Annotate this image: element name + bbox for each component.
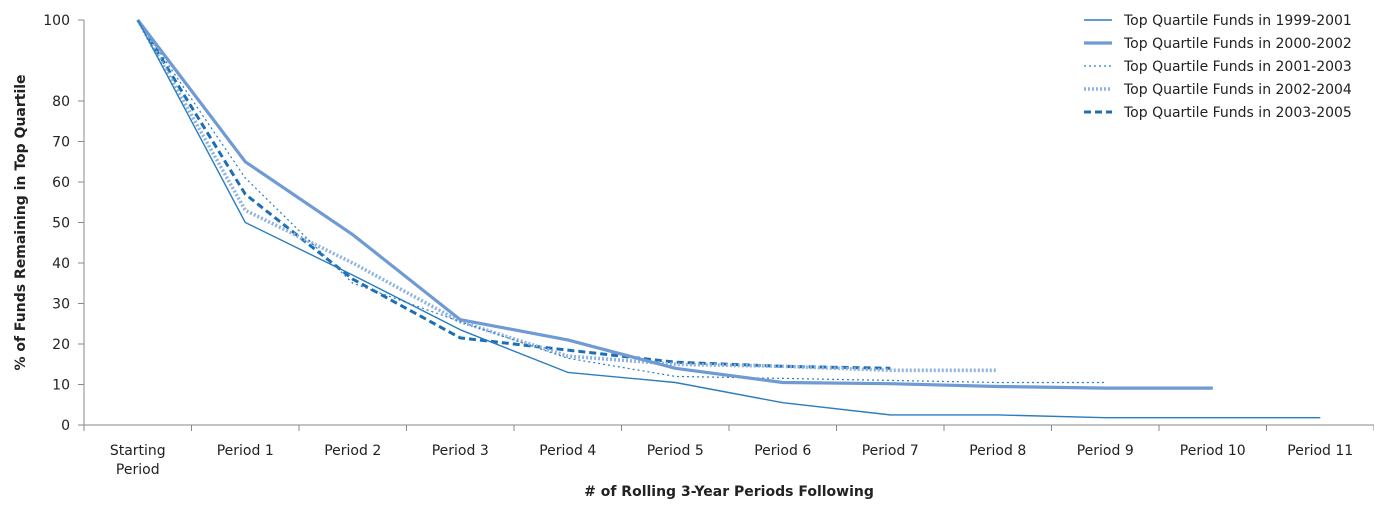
y-tick-label: 30: [52, 297, 70, 313]
series-line-4: [136, 19, 891, 370]
legend-label-1: Top Quartile Funds in 2000-2002: [1123, 36, 1352, 52]
x-tick-label: Starting: [110, 443, 166, 459]
y-tick-label: 40: [52, 256, 70, 272]
y-tick-label: 80: [52, 94, 70, 110]
y-tick-label: 50: [52, 216, 70, 232]
x-tick-label: Period 9: [1077, 443, 1134, 459]
legend-label-4: Top Quartile Funds in 2003-2005: [1123, 105, 1352, 121]
legend-label-0: Top Quartile Funds in 1999-2001: [1123, 13, 1352, 29]
series-line-1: [136, 19, 1213, 390]
x-tick-label: Period 11: [1287, 443, 1353, 459]
x-tick-label: Period 1: [217, 443, 274, 459]
legend-label-2: Top Quartile Funds in 2001-2003: [1123, 59, 1352, 75]
x-tick-label: Period 10: [1180, 443, 1246, 459]
y-tick-label: 100: [43, 13, 70, 29]
x-tick-label: Period 3: [432, 443, 489, 459]
x-tick-label: Period 8: [969, 443, 1026, 459]
x-tick-label: Period 6: [754, 443, 811, 459]
y-tick-label: 10: [52, 378, 70, 394]
y-tick-label: 60: [52, 175, 70, 191]
axes: 0 10 20 30 40 50 60 70 80 100 Starting Period Period…: [13, 13, 1374, 500]
x-tick-label: Period 4: [539, 443, 596, 459]
y-tick-label: 20: [52, 337, 70, 353]
y-axis-title: % of Funds Remaining in Top Quartile: [13, 74, 29, 370]
series-line-3: [136, 19, 998, 373]
legend-label-3: Top Quartile Funds in 2002-2004: [1123, 82, 1352, 98]
series-lines: [136, 19, 1321, 419]
x-tick-label: Period 5: [647, 443, 704, 459]
series-line-2: [137, 19, 1106, 384]
x-tick-label: Period: [116, 462, 160, 478]
y-tick-label: 70: [52, 135, 70, 151]
x-tick-label: Period 7: [862, 443, 919, 459]
series-line-0: [137, 19, 1321, 419]
x-tick-label: Period 2: [324, 443, 381, 459]
legend: Top Quartile Funds in 1999-2001 Top Quart…: [1084, 13, 1352, 121]
y-tick-label: 0: [61, 418, 70, 434]
x-axis-title: # of Rolling 3-Year Periods Following: [584, 484, 874, 500]
